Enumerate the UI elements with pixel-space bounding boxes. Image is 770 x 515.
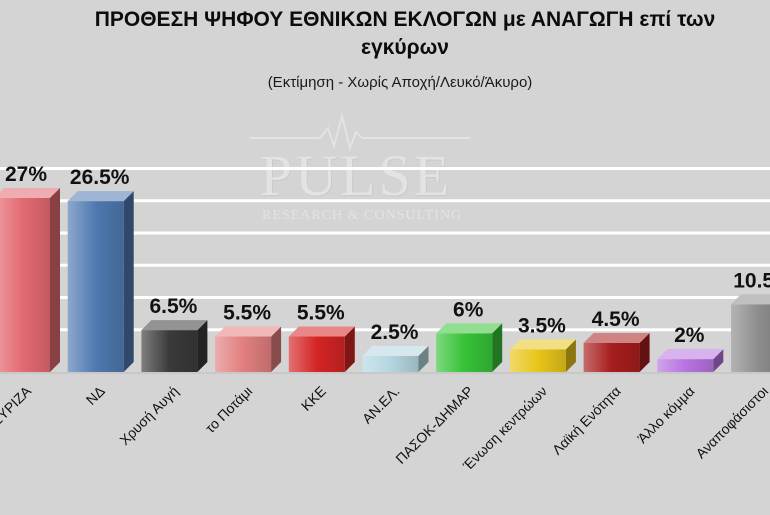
bar-top <box>731 294 770 305</box>
watermark-tagline: RESEARCH & CONSULTING <box>262 208 463 223</box>
watermark-brand: PULSE <box>260 143 453 208</box>
bar-side <box>271 326 282 372</box>
data-label: 6% <box>453 298 484 321</box>
bar <box>583 332 650 372</box>
bar <box>731 294 770 372</box>
bar-front <box>362 355 419 372</box>
bar-top <box>288 326 355 337</box>
bar-top <box>215 326 282 337</box>
pulse-line-icon <box>250 112 470 152</box>
category-label: Λαϊκή Ενότητα <box>549 383 624 458</box>
bar-top <box>67 191 134 202</box>
bar <box>436 323 503 372</box>
category-label: ΝΔ <box>83 383 108 408</box>
bar <box>0 187 60 372</box>
category-label: Άλλο κόμμα <box>634 383 697 446</box>
data-label: 26.5% <box>70 166 130 189</box>
bars <box>0 187 770 372</box>
data-label: 27% <box>5 163 47 186</box>
data-label: 6.5% <box>149 295 197 318</box>
bar-top <box>509 339 576 350</box>
bar-top <box>362 345 429 356</box>
category-label: ΠΑΣΟΚ-ΔΗΜΑΡ <box>392 383 476 467</box>
data-label: 4.5% <box>592 308 640 331</box>
bar-side <box>639 332 650 372</box>
bar <box>509 339 576 372</box>
data-label: 3.5% <box>518 314 566 337</box>
data-label: 5.5% <box>297 302 345 325</box>
pulse-watermark-logo: PULSE RESEARCH & CONSULTING <box>240 112 480 232</box>
bar-top <box>436 323 503 334</box>
bar <box>215 326 282 372</box>
bar-side <box>713 349 724 372</box>
category-label: το Ποτάμι <box>202 383 255 436</box>
bar-front <box>141 330 198 372</box>
category-labels: ΣΥΡΙΖΑ ΝΔ Χρυσή Αυγή το Ποτάμι ΚΚΕ ΑΝ.ΕΛ.ΠΑΣΟ… <box>0 370 770 474</box>
data-label: 2.5% <box>371 321 419 344</box>
category-label: Χρυσή Αυγή <box>116 383 181 448</box>
data-label: 2% <box>674 324 705 347</box>
bar-front <box>288 336 345 372</box>
data-labels: 27% 26.5% 6.5% 5.5% 5.5% 2.5% 6% 3.5% 4.5% 2% 10.5… <box>5 163 770 347</box>
category-label: ΚΚΕ <box>298 383 329 414</box>
bar-top <box>141 320 208 331</box>
chart-title-line2: εγκύρων <box>361 36 449 59</box>
data-label: 10.5% <box>733 269 770 292</box>
bar-side <box>418 345 429 372</box>
data-label: 5.5% <box>223 302 271 325</box>
bar-front <box>0 197 50 372</box>
bar <box>288 326 355 372</box>
bar-front <box>731 304 770 372</box>
category-label: ΑΝ.ΕΛ. <box>359 383 403 427</box>
bar-side <box>344 326 355 372</box>
bar-side <box>492 323 503 372</box>
bar-top <box>583 332 650 343</box>
category-label: ΑναποφάσιστοιΔΑ <box>692 370 770 474</box>
bar-front <box>509 349 566 372</box>
bar-front <box>215 336 272 372</box>
bar-top <box>0 187 60 198</box>
bar-front <box>67 201 124 372</box>
bar-front <box>657 359 714 372</box>
bar-side <box>123 191 134 372</box>
bar <box>657 349 724 372</box>
chart-subtitle: (Εκτίμηση - Χωρίς Αποχή/Λευκό/Άκυρο) <box>267 74 533 91</box>
chart-title: ΠΡΟΘΕΣΗ ΨΗΦΟΥ ΕΘΝΙΚΩΝ ΕΚΛΟΓΩΝ με ΑΝΑΓΩΓΗ… <box>94 8 716 31</box>
bar-side <box>565 339 576 372</box>
category-label: ΣΥΡΙΖΑ <box>0 382 35 429</box>
bar <box>67 191 134 372</box>
bar <box>141 320 208 372</box>
bar-front <box>436 333 493 372</box>
bar-front <box>583 342 640 372</box>
bar-top <box>657 349 724 360</box>
bar-side <box>50 187 60 372</box>
bar <box>362 345 429 372</box>
bar-side <box>197 320 208 372</box>
